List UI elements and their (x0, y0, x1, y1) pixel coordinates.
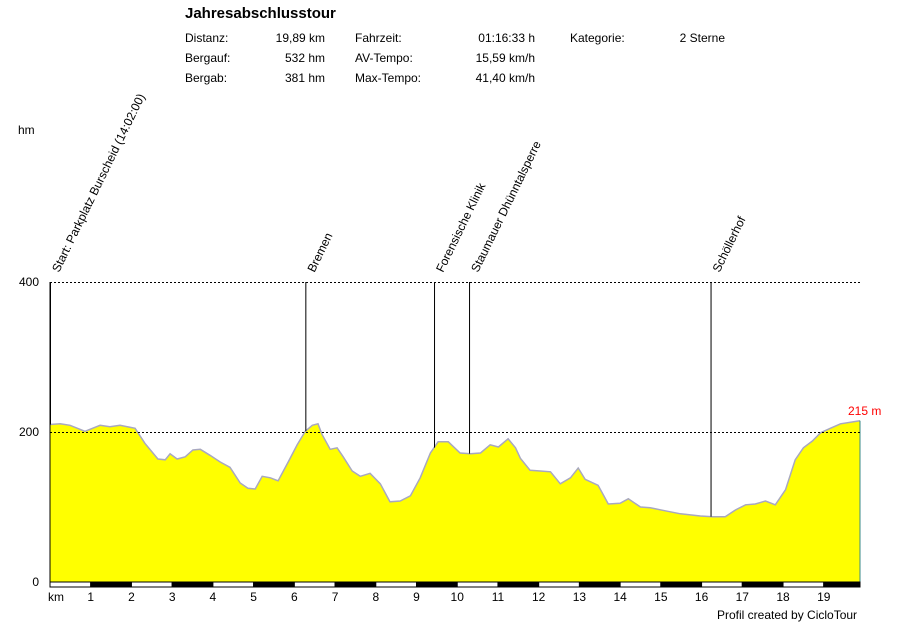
x-tick-label: 19 (817, 590, 831, 604)
stat-label-time: Fahrzeit: (355, 31, 402, 45)
km-bar-segment (741, 581, 784, 588)
km-bar-segment (538, 581, 580, 588)
stat-value-descent: 381 hm (284, 71, 325, 85)
y-axis-label: hm (18, 123, 35, 137)
km-bar-segment (375, 581, 418, 588)
waypoint-label: Schöllerhof (710, 214, 749, 275)
x-tick-label: 14 (613, 590, 627, 604)
km-bar-segment (171, 581, 214, 588)
km-bar-segment (90, 581, 132, 588)
x-tick-label: 11 (492, 590, 505, 604)
x-tick-label: 8 (372, 590, 379, 604)
x-tick-label: 15 (654, 590, 668, 604)
km-bar-segment (701, 581, 743, 588)
y-tick-label: 400 (19, 275, 39, 289)
km-bar-segment (497, 581, 540, 588)
x-tick-label: 10 (451, 590, 465, 604)
footer-credit: Profil created by CicloTour (717, 608, 858, 622)
tour-title: Jahresabschlusstour (185, 5, 336, 22)
elevation-line (49, 420, 861, 518)
stat-value-category: 2 Sterne (679, 31, 725, 45)
x-tick-label: 5 (250, 590, 257, 604)
km-bar-segment (293, 581, 336, 588)
x-tick-label: 17 (736, 590, 750, 604)
km-bar-segment (782, 581, 825, 588)
km-bar-segment (212, 581, 255, 588)
stat-label-distance: Distanz: (185, 31, 229, 45)
y-tick-label: 0 (32, 575, 39, 589)
km-bar-segment (660, 581, 703, 588)
km-bar-segment (416, 581, 458, 588)
x-tick-label: 16 (695, 590, 709, 604)
x-tick-label: 2 (128, 590, 135, 604)
end-elevation-label: 215 m (848, 404, 881, 418)
stat-label-avg-speed: AV-Tempo: (355, 51, 413, 65)
km-bar-segment (253, 581, 295, 588)
waypoint-label: Start: Parkplatz Burscheid (14:02:00) (49, 91, 148, 274)
stat-value-avg-speed: 15,59 km/h (475, 51, 535, 65)
waypoint-label: Staumauer Dhünntalsperre (468, 138, 544, 274)
x-tick-label: 18 (776, 590, 790, 604)
x-tick-label: 9 (413, 590, 420, 604)
stat-value-time: 01:16:33 h (478, 31, 535, 45)
x-tick-label: 12 (532, 590, 546, 604)
waypoint-label: Bremen (304, 230, 335, 274)
stat-label-max-speed: Max-Tempo: (355, 71, 422, 85)
x-tick-label: 7 (332, 590, 339, 604)
stat-value-max-speed: 41,40 km/h (475, 71, 535, 85)
km-bar-segment (456, 581, 499, 588)
x-tick-label: 6 (291, 590, 298, 604)
stat-label-category: Kategorie: (570, 31, 625, 45)
km-bar-segment (334, 581, 377, 588)
x-tick-label: 3 (169, 590, 176, 604)
x-axis-label: km (48, 590, 64, 604)
stat-value-ascent: 532 hm (284, 51, 325, 65)
x-tick-label: 4 (210, 590, 217, 604)
km-bar-segment (130, 581, 173, 588)
x-tick-label: 1 (87, 590, 94, 604)
stat-label-descent: Bergab: (185, 71, 228, 85)
y-tick-label: 200 (19, 425, 39, 439)
x-tick-label: 13 (573, 590, 587, 604)
km-bar-segment (49, 581, 92, 588)
km-bar-segment (578, 581, 621, 588)
km-bar-segment (823, 581, 861, 588)
stat-value-distance: 19,89 km (275, 31, 325, 45)
elevation-area (50, 420, 860, 582)
stat-label-ascent: Bergauf: (185, 51, 231, 65)
km-bar-segment (619, 581, 662, 588)
